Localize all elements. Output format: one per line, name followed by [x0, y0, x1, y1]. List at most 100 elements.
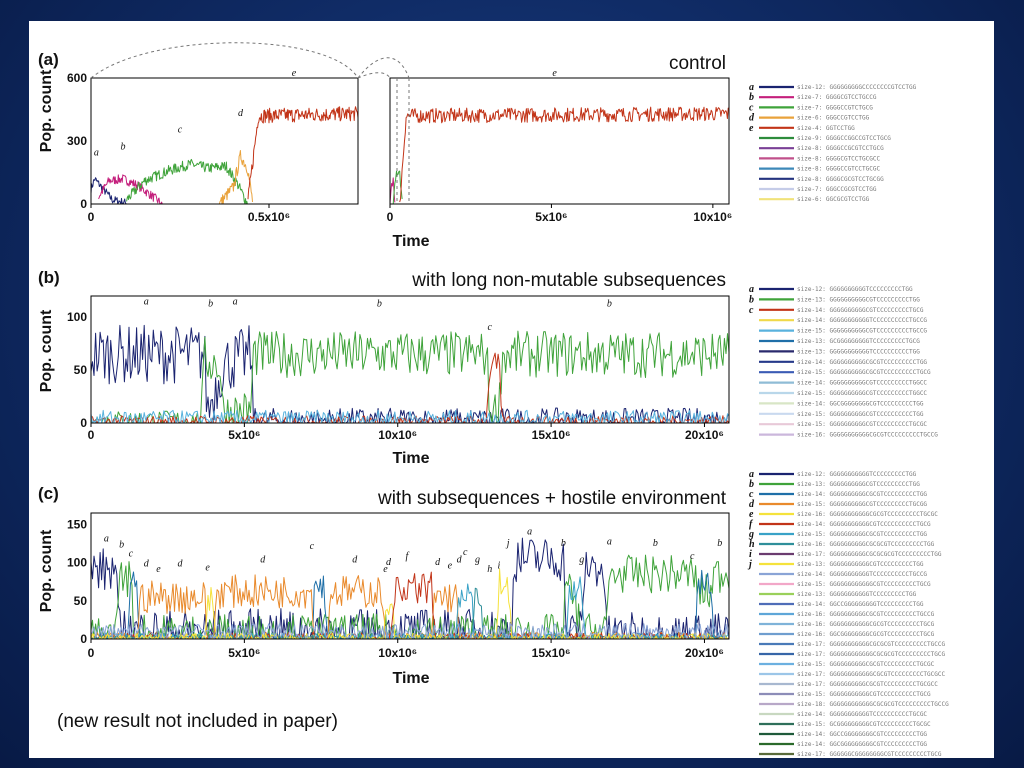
series-annotation: c [310, 541, 315, 552]
series-annotation: c [488, 322, 493, 333]
x-tick-label: 20x10⁶ [685, 428, 724, 442]
x-axis-label: Time [392, 450, 429, 467]
series-annotation: b [561, 538, 566, 549]
legend-label: size-7: GGGGCGTCCTGCCG [797, 94, 877, 101]
x-tick-label: 0 [88, 210, 95, 224]
series-annotation: e [383, 564, 388, 575]
y-axis-label: Pop. count [38, 529, 55, 612]
legend-label: size-8: GGGGCCGTCCTGCGC [797, 166, 880, 173]
legend-label: size-14: GGGGGGGGGGGTCCCCCCCCCCTGCCG [797, 571, 927, 578]
legend-label: size-15: GGGGGGGGGGGCGTCCCCCCCCCCTGCG [797, 691, 931, 698]
series-annotation: d [144, 558, 150, 569]
legend-label: size-16: GGCGGGGGGGGCGCGTCCCCCCCCCTGCG [797, 631, 935, 638]
legend-label: size-15: GGGGGGGGGGCGTCCCCCCCCCTGCGG [797, 501, 927, 508]
legend-label: size-14: GGGGGGGGGGGTCCCCCCCCCCTGCCG [797, 317, 927, 324]
series-annotation: e [156, 564, 161, 575]
x-tick-label: 10x10⁶ [378, 646, 417, 660]
legend-label: size-16: GGGGGGGGGGCGCGTCCCCCCCCCTGCCG [797, 611, 935, 618]
legend-label: size-16: GGGGGGGGGGGCGCGTCCCCCCCCCTGCGC [797, 511, 938, 518]
x-tick-label: 15x10⁶ [532, 428, 571, 442]
legend-key: i [749, 549, 752, 560]
plot-frame [90, 295, 730, 424]
legend-label: size-14: GGCCGGGGGGGGCGTCCCCCCCCCTGG [797, 731, 927, 738]
series-line-c [126, 158, 248, 205]
legend-label: size-14: GGGGGGGGGGCGCGTCCCCCCCCCTGG [797, 491, 927, 498]
series-annotation: b [208, 299, 213, 310]
series-line-e [247, 106, 359, 200]
x-tick-label: 20x10⁶ [685, 646, 724, 660]
slide: (a) control Pop. count 0 300 600 0 0.5x10⁶ a b c d e… [29, 21, 994, 758]
panel-title: control [669, 53, 726, 74]
plot-frame [389, 77, 730, 205]
series-annotation: c [690, 551, 695, 562]
legend-label: size-15: GCGGGGGGGGGCGTCCCCCCCCCTGCGC [797, 721, 931, 728]
panel-letter: (a) [38, 50, 59, 69]
series-annotation: c [463, 547, 468, 558]
x-tick-label: 0 [88, 428, 95, 442]
series-annotation: j [505, 538, 510, 549]
x-tick-label: 5x10⁶ [228, 646, 260, 660]
legend-label: size-15: GGGGGGGGGGCGTCCCCCCCCCTGCCG [797, 328, 927, 335]
series-annotation: d [457, 555, 463, 566]
x-tick-label: 15x10⁶ [532, 646, 571, 660]
series-annotation: a [94, 148, 99, 159]
legend-key: h [749, 539, 755, 550]
series-line-a [90, 177, 127, 205]
legend-label: size-17: GGGGGGCGGGGGGGGCGTCCCCCCCCCTGCG [797, 751, 942, 758]
legend-label: size-17: GGGGGGGGGGCGCGCGCGTCCCCCCCCCTGG [797, 551, 942, 558]
series-annotation: a [607, 536, 612, 547]
legend-label: size-15: GGGGGGGGGGCGCGTCCCCCCCCCTGG [797, 531, 927, 538]
legend-key: c [749, 102, 754, 113]
series-annotation: e [205, 562, 210, 573]
legend-key: b [749, 294, 754, 305]
legend-key: d [749, 113, 755, 124]
series-annotation: e [292, 68, 297, 79]
x-tick-label: 0 [88, 646, 95, 660]
y-tick-label: 0 [80, 197, 87, 211]
series-annotation: e [448, 561, 453, 572]
series-annotation: b [377, 299, 382, 310]
series-annotation: c [178, 125, 183, 136]
y-axis-label: Pop. count [38, 69, 55, 152]
y-tick-label: 100 [67, 556, 87, 570]
legend-label: size-8: GGGGCGCGTCCTGCGG [797, 176, 884, 183]
zoom-connector [357, 72, 391, 79]
legend-label: size-13: GGGGGGGGGGCGTCCCCCCCCCTGG [797, 481, 920, 488]
legend-label: size-15: GGGGGGGGGGCGTCCCCCCCCCTGGCC [797, 390, 927, 397]
legend-key: b [749, 479, 754, 490]
legend-label: size-16: GGGGGGGGGGCGCGCGTCCCCCCCCCTGG [797, 541, 935, 548]
legend-key: j [747, 559, 752, 570]
legend-label: size-12: GGGGGGGGGGGTCCCCCCCCCTGG [797, 471, 917, 478]
panel-title: with long non-mutable subsequences [411, 270, 726, 291]
x-tick-label: 0.5x10⁶ [248, 210, 290, 224]
legend-label: size-14: GGGGGGGGGGGCGTCCCCCCCCCCTGCG [797, 521, 931, 528]
legend-label: size-15: GGGGGGGGGGCGCGTCCCCCCCCCTGCG [797, 369, 931, 376]
x-tick-label: 5x10⁶ [228, 428, 260, 442]
series-line-e [399, 106, 730, 203]
series-annotation: g [579, 555, 584, 566]
series-annotation: b [653, 538, 658, 549]
x-tick-label: 5x10⁶ [535, 210, 567, 224]
series-annotation: i [498, 561, 501, 572]
legend-label: size-7: GGGGCCGTCTGCG [797, 104, 873, 111]
y-tick-label: 600 [67, 71, 87, 85]
legend-label: size-15: GGGGGGGGGGGGCGTCCCCCCCCCTGCG [797, 581, 931, 588]
series-line-b [90, 330, 730, 424]
legend-label: size-8: GGGGCCGCGTCCTGCG [797, 145, 884, 152]
legend-key: c [749, 305, 754, 316]
series-line-d [218, 150, 253, 205]
legend-label: size-15: GGGGGGGGGGCGTCCCCCCCCCTGCGC [797, 421, 927, 428]
series-line-minor [90, 623, 730, 640]
legend-key: a [749, 82, 754, 93]
legend-key: e [749, 509, 754, 520]
panel-title: with subsequences + hostile environment [377, 488, 727, 509]
legend-key: a [749, 284, 754, 295]
series-annotation: b [121, 141, 126, 152]
panel-letter: (b) [38, 268, 60, 287]
legend-label: size-14: GGGGGGGGGGCGCGTCCCCCCCCCTGG [797, 359, 927, 366]
legend-label: size-16: GGGGGGGGGGGCGCGTCCCCCCCCCTGCG [797, 621, 935, 628]
series-annotation: e [552, 68, 557, 79]
series-annotation: a [104, 533, 109, 544]
legend-label: size-14: GGCGGGGGGGGCGTCCCCCCCCCTGG [797, 400, 924, 407]
